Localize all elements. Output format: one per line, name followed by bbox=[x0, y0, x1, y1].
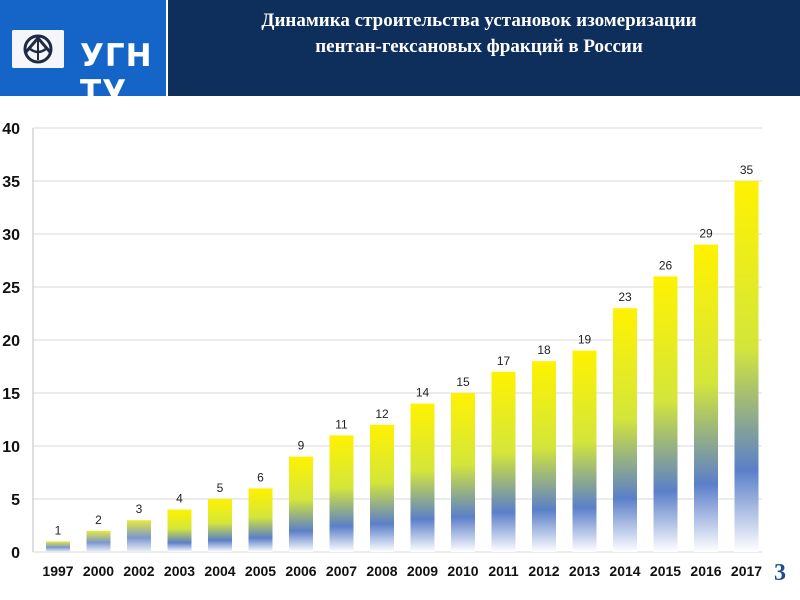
x-tick-label: 2012 bbox=[528, 563, 559, 579]
bar-layer bbox=[46, 181, 759, 552]
y-tick-label: 35 bbox=[2, 174, 20, 191]
bar-data-label: 29 bbox=[699, 227, 713, 241]
bar bbox=[46, 541, 70, 552]
slide-number: 3 bbox=[774, 560, 786, 586]
x-tick-label: 2014 bbox=[609, 563, 640, 579]
university-emblem-icon bbox=[12, 30, 64, 68]
bar bbox=[329, 435, 354, 552]
x-tick-label: 2000 bbox=[83, 563, 114, 579]
logo-text: УГНТУ bbox=[80, 38, 153, 96]
bar bbox=[208, 499, 232, 552]
bar bbox=[127, 520, 151, 552]
x-tick-label: 1997 bbox=[42, 563, 73, 579]
title-banner: Динамика строительства установок изомери… bbox=[168, 0, 800, 96]
bar-chart: 0 5 10 15 20 25 30 35 40 1 1997 2 2000 3 2002 4 2003 5 20… bbox=[2, 121, 762, 579]
x-tick-label: 2004 bbox=[204, 563, 235, 579]
bar-data-label: 2 bbox=[95, 513, 102, 527]
y-tick-label: 5 bbox=[11, 492, 20, 509]
bar bbox=[653, 276, 678, 552]
bar-data-label: 15 bbox=[456, 375, 470, 389]
logo-panel: УГНТУ bbox=[0, 0, 166, 96]
x-tick-label: 2015 bbox=[650, 563, 681, 579]
bar bbox=[248, 488, 273, 552]
bar bbox=[410, 403, 435, 552]
bar-data-label: 12 bbox=[375, 407, 389, 421]
y-tick-label: 15 bbox=[2, 386, 20, 403]
x-tick-label: 2009 bbox=[407, 563, 438, 579]
bar-data-label: 35 bbox=[740, 163, 754, 177]
bar-data-label: 5 bbox=[217, 481, 224, 495]
x-tick-label: 2016 bbox=[690, 563, 721, 579]
x-tick-label: 2010 bbox=[447, 563, 478, 579]
bar-data-label: 4 bbox=[176, 492, 183, 506]
bar bbox=[289, 456, 313, 552]
bar-data-label: 1 bbox=[55, 523, 62, 537]
y-tick-label: 30 bbox=[2, 227, 20, 244]
axis-layer: 0 5 10 15 20 25 30 35 40 bbox=[2, 121, 34, 562]
bar-data-label: 17 bbox=[497, 354, 511, 368]
x-tick-label: 2013 bbox=[569, 563, 600, 579]
x-tick-label: 2006 bbox=[285, 563, 316, 579]
bar-data-label: 9 bbox=[298, 439, 305, 453]
grid-layer bbox=[33, 127, 762, 553]
bar bbox=[167, 509, 192, 552]
x-tick-label: 2007 bbox=[326, 563, 357, 579]
bar-data-label: 18 bbox=[537, 343, 551, 357]
bar bbox=[491, 371, 516, 552]
x-tick-label: 2003 bbox=[164, 563, 195, 579]
bar bbox=[572, 350, 597, 552]
x-tick-label: 2017 bbox=[731, 563, 762, 579]
bar bbox=[613, 308, 637, 552]
y-tick-label: 25 bbox=[2, 280, 20, 297]
y-tick-label: 20 bbox=[2, 333, 20, 350]
bar-data-label: 26 bbox=[659, 258, 673, 272]
x-tick-label: 2008 bbox=[366, 563, 397, 579]
bar bbox=[451, 393, 475, 552]
bar-data-label: 14 bbox=[416, 386, 430, 400]
bar bbox=[694, 244, 718, 552]
slide-title-line-1: Динамика строительства установок изомери… bbox=[261, 10, 697, 31]
x-tick-label: 2005 bbox=[245, 563, 276, 579]
bar-data-label: 19 bbox=[578, 333, 592, 347]
y-tick-label: 0 bbox=[11, 545, 20, 562]
label-layer: 1 1997 2 2000 3 2002 4 2003 5 2004 6 2005 9 2006 11 200… bbox=[42, 163, 762, 579]
bar bbox=[370, 424, 394, 552]
bar bbox=[532, 361, 556, 552]
bar-data-label: 6 bbox=[257, 470, 264, 484]
y-tick-label: 40 bbox=[2, 121, 20, 138]
x-tick-label: 2002 bbox=[123, 563, 154, 579]
bar-data-label: 23 bbox=[618, 290, 632, 304]
bar bbox=[734, 181, 759, 552]
bar-data-label: 11 bbox=[335, 417, 348, 431]
x-tick-label: 2011 bbox=[488, 563, 519, 579]
y-tick-label: 10 bbox=[2, 439, 20, 456]
slide-title-line-2: пентан-гексановых фракций в России bbox=[315, 36, 643, 57]
bar-data-label: 3 bbox=[136, 502, 143, 516]
bar bbox=[86, 530, 111, 552]
